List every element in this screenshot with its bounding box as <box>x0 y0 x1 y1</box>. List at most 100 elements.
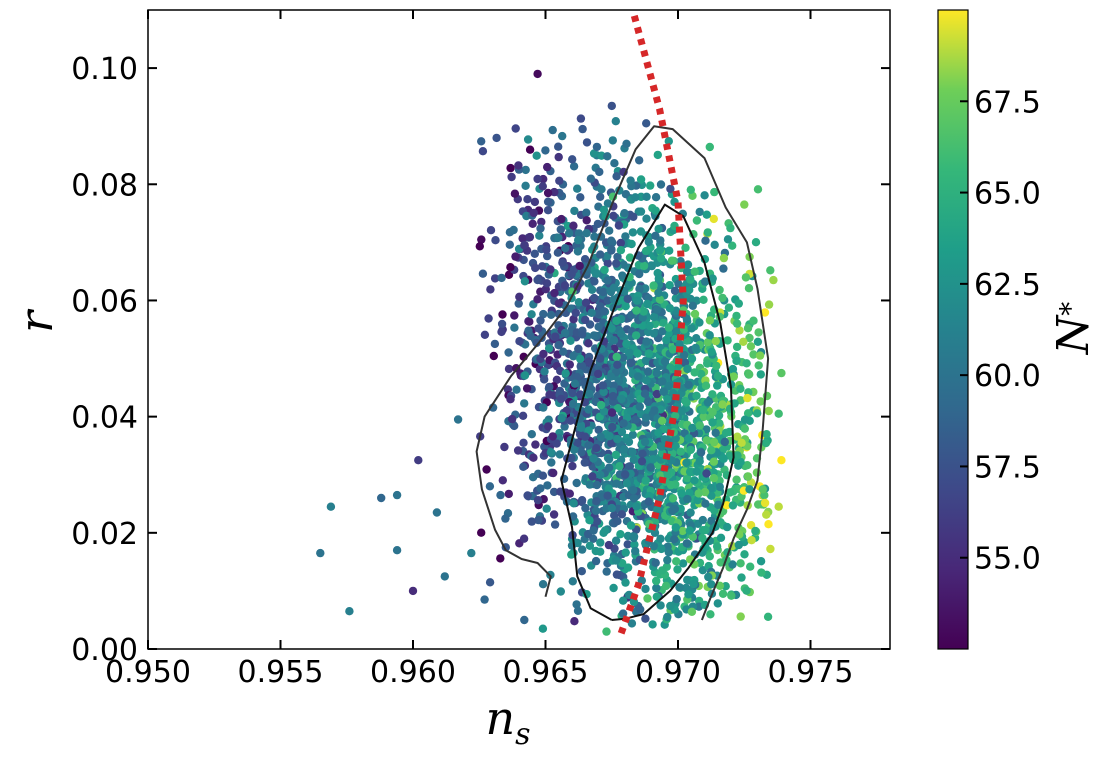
data-point <box>520 615 529 625</box>
data-point <box>608 136 617 145</box>
data-point <box>574 235 583 245</box>
data-point <box>632 296 642 305</box>
data-point <box>316 548 325 558</box>
data-point <box>548 432 557 441</box>
data-point <box>603 491 612 500</box>
data-point <box>512 385 521 394</box>
y-tick-label: 0.00 <box>71 633 138 668</box>
data-point <box>504 348 513 357</box>
y-tick-label: 0.10 <box>71 52 138 87</box>
data-point <box>554 299 563 308</box>
data-point <box>618 271 627 280</box>
data-point <box>616 339 625 348</box>
data-point <box>664 323 674 332</box>
data-point <box>653 150 662 160</box>
data-point <box>681 583 691 593</box>
data-point <box>696 369 706 379</box>
data-point <box>504 364 514 374</box>
data-point <box>701 236 710 245</box>
data-point <box>633 349 642 358</box>
data-point <box>703 398 713 407</box>
data-point <box>607 101 616 111</box>
data-point <box>727 591 736 600</box>
data-point <box>617 329 626 338</box>
data-point <box>633 372 643 381</box>
data-point <box>671 434 680 443</box>
data-point <box>489 351 498 361</box>
data-point <box>668 494 678 503</box>
data-point <box>756 557 766 566</box>
data-point <box>652 583 661 593</box>
data-point <box>534 515 543 525</box>
data-point <box>485 482 495 491</box>
data-point <box>520 371 530 380</box>
data-point <box>629 212 638 221</box>
data-point <box>525 145 535 154</box>
data-point <box>625 253 635 262</box>
data-point <box>603 276 612 285</box>
data-point <box>612 172 621 181</box>
data-point <box>701 499 710 508</box>
data-point <box>667 256 677 265</box>
data-point <box>604 463 614 472</box>
data-point <box>570 617 579 626</box>
data-point <box>728 501 738 510</box>
data-point <box>574 344 583 354</box>
data-point <box>566 336 575 345</box>
data-point <box>484 314 493 323</box>
data-point <box>673 565 682 574</box>
data-point <box>616 238 625 248</box>
data-point <box>686 508 695 517</box>
data-point <box>653 505 662 515</box>
data-point <box>708 418 717 427</box>
data-point <box>687 324 696 333</box>
data-point <box>540 375 549 384</box>
data-point <box>511 252 520 261</box>
data-point <box>538 471 548 480</box>
data-point <box>591 269 601 279</box>
data-point <box>607 408 617 417</box>
data-point <box>561 369 570 378</box>
data-point <box>525 232 535 242</box>
data-point <box>725 488 735 497</box>
data-point <box>577 567 586 576</box>
data-point <box>698 515 707 525</box>
data-point <box>533 174 542 184</box>
data-point <box>491 236 500 245</box>
data-point <box>604 540 614 550</box>
data-point <box>741 273 751 282</box>
data-point <box>569 221 578 230</box>
data-point <box>536 224 545 233</box>
data-point <box>538 262 547 271</box>
data-point <box>665 304 675 313</box>
data-point <box>638 449 647 458</box>
data-point <box>631 331 641 340</box>
data-point <box>635 156 644 165</box>
data-point <box>552 375 562 384</box>
data-point <box>552 439 561 448</box>
data-point <box>533 295 542 304</box>
data-point <box>687 607 697 616</box>
contour-outer <box>475 125 770 621</box>
data-point <box>695 318 704 327</box>
data-point <box>705 331 714 340</box>
data-point <box>538 182 547 191</box>
data-point <box>685 526 694 535</box>
data-point <box>440 572 449 581</box>
data-point <box>641 356 651 365</box>
data-point <box>641 413 651 422</box>
data-point <box>477 235 486 244</box>
contour-lines <box>475 125 770 621</box>
data-point <box>482 465 491 474</box>
data-point <box>656 534 665 543</box>
data-point <box>576 420 586 430</box>
data-point <box>709 437 719 447</box>
data-point <box>766 544 775 554</box>
data-point <box>530 197 540 207</box>
data-point <box>628 228 638 237</box>
data-point <box>672 327 681 336</box>
data-point <box>701 525 710 535</box>
data-point <box>734 540 743 550</box>
data-point <box>590 293 599 303</box>
data-point <box>590 277 599 286</box>
